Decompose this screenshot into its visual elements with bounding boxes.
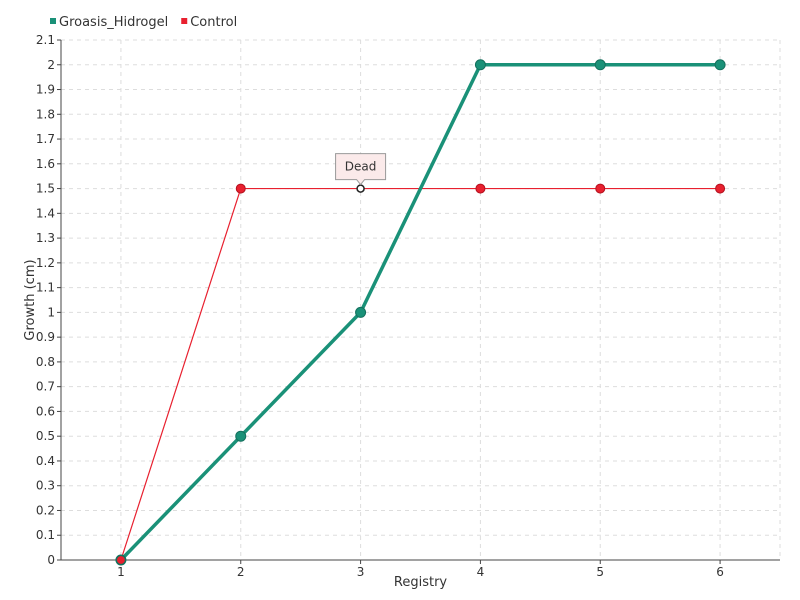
y-tick-label: 2.1 [36, 33, 55, 47]
y-tick-label: 0.8 [36, 355, 55, 369]
series-line [120, 187, 721, 561]
legend-swatch [181, 18, 188, 24]
series [115, 59, 726, 566]
y-tick-label: 0.3 [36, 479, 55, 493]
y-tick-label: 1 [47, 305, 55, 319]
annotations: Dead [335, 153, 387, 186]
tooltip-box [335, 153, 387, 186]
legend-item-groasis_hidrogel[interactable]: Groasis_Hidrogel [50, 15, 168, 30]
x-tick-label: 4 [477, 565, 485, 579]
data-point[interactable] [474, 59, 486, 71]
grid [61, 39, 781, 560]
data-point[interactable] [355, 306, 367, 318]
data-point[interactable] [594, 59, 606, 71]
x-tick-label: 3 [357, 565, 365, 579]
y-tick-label: 0.7 [36, 380, 55, 394]
y-tick-label: 1.6 [36, 157, 55, 171]
legend-label: Control [190, 15, 237, 30]
y-tick-label: 1.5 [36, 182, 55, 196]
y-tick-label: 0.4 [36, 454, 55, 468]
x-tick-label: 2 [237, 565, 245, 579]
legend: Groasis_Hidrogel Control [50, 15, 237, 30]
series-line [119, 63, 721, 562]
x-tick-label: 6 [716, 565, 724, 579]
data-point[interactable] [715, 183, 726, 194]
y-tick-label: 2 [47, 58, 55, 72]
tooltip-label: Dead [345, 160, 377, 174]
origin-point [115, 554, 127, 566]
y-tick-labels: 0 0.1 0.2 0.3 0.4 0.5 0.6 0.7 0.8 0.9 1 1.1 1.2 1.3 1.… [36, 33, 61, 567]
y-tick-label: 1.1 [36, 281, 55, 295]
data-point[interactable] [235, 430, 247, 442]
series-groasis_hidrogel [115, 59, 726, 566]
x-tick-label: 1 [117, 565, 125, 579]
legend-label: Groasis_Hidrogel [59, 15, 168, 30]
y-tick-label: 0.6 [36, 404, 55, 418]
y-tick-label: 0.1 [36, 528, 55, 542]
y-tick-label: 1.9 [36, 83, 55, 97]
y-tick-label: 0.5 [36, 429, 55, 443]
x-axis-title: Registry [394, 575, 448, 590]
data-point[interactable] [595, 183, 606, 194]
y-axis-title: Growth (cm) [23, 259, 38, 340]
data-point[interactable] [115, 554, 127, 566]
legend-item-control[interactable]: Control [181, 15, 237, 30]
data-point[interactable] [356, 184, 365, 193]
y-tick-label: 0.9 [36, 330, 55, 344]
y-tick-label: 1.4 [36, 206, 55, 220]
x-tick-label: 5 [596, 565, 604, 579]
y-tick-label: 1.8 [36, 107, 55, 121]
y-tick-label: 0.2 [36, 503, 55, 517]
y-tick-label: 1.7 [36, 132, 55, 146]
series-control [115, 183, 726, 565]
y-tick-label: 1.2 [36, 256, 55, 270]
annotation-tooltip: Dead [335, 153, 387, 186]
axes [60, 40, 780, 561]
y-tick-label: 1.3 [36, 231, 55, 245]
legend-swatch [50, 18, 56, 24]
data-point[interactable] [235, 183, 246, 194]
y-tick-label: 0 [47, 553, 55, 567]
data-point[interactable] [714, 59, 726, 71]
data-point[interactable] [475, 183, 486, 194]
